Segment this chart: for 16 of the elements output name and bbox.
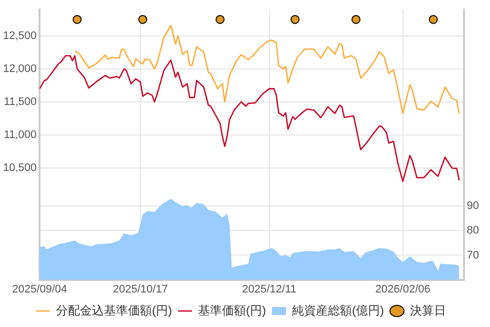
y-tick-label: 12,000 bbox=[2, 62, 37, 75]
y-tick-label: 11,500 bbox=[4, 96, 37, 108]
y2-tick-label: 90 bbox=[466, 200, 480, 212]
legend-label: 基準価額(円) bbox=[198, 303, 266, 318]
legend-label: 純資産総額(億円) bbox=[292, 303, 384, 318]
x-tick-label: 2026/02/06 bbox=[375, 283, 430, 296]
y-tick-label: 12,500 bbox=[2, 30, 37, 42]
legend-label: 分配金込基準価額(円) bbox=[56, 303, 172, 318]
x-tick-label: 2025/10/17 bbox=[112, 283, 168, 296]
y2-tick-label: 70 bbox=[466, 249, 480, 262]
y-tick-label: 11,000 bbox=[4, 128, 37, 141]
x-tick-label: 2025/09/04 bbox=[12, 283, 68, 296]
y2-tick-label: 80 bbox=[466, 224, 480, 237]
legend-label: 決算日 bbox=[410, 303, 446, 318]
y-tick-label: 10,500 bbox=[2, 162, 37, 174]
x-tick-label: 2025/12/11 bbox=[242, 283, 296, 296]
